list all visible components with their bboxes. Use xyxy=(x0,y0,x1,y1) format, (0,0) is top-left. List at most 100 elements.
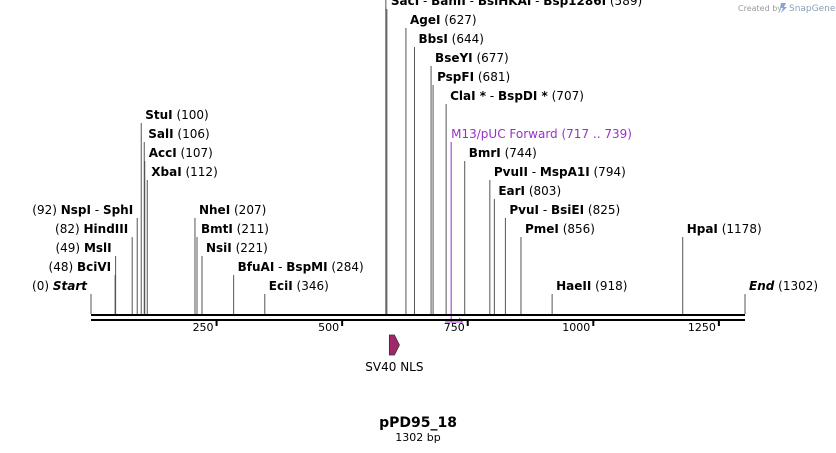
site-label[interactable]: HpaI (1178) xyxy=(687,222,762,236)
tick-label: 1000 xyxy=(562,321,590,334)
site-pvui[interactable]: PvuI - BsiEI (825) xyxy=(504,203,620,314)
enzyme-name: BmtI xyxy=(201,222,233,236)
site-label[interactable]: (0) Start xyxy=(32,279,88,293)
dna-backbone xyxy=(91,314,745,321)
site-label[interactable]: PvuII - MspA1I (794) xyxy=(494,165,626,179)
site-label[interactable]: AccI (107) xyxy=(149,146,213,160)
site-end[interactable]: End (1302) xyxy=(744,279,818,314)
site-label[interactable]: BmrI (744) xyxy=(469,146,537,160)
site-label[interactable]: End (1302) xyxy=(749,279,818,293)
ruler-tick: 500 xyxy=(318,321,344,334)
site-label[interactable]: ClaI * - BspDI * (707) xyxy=(450,89,584,103)
site-position: (284) xyxy=(331,260,363,274)
site-label[interactable]: BseYI (677) xyxy=(435,51,509,65)
enzyme-name: Start xyxy=(53,279,88,293)
site-label[interactable]: StuI (100) xyxy=(145,108,209,122)
site-position: (82) xyxy=(55,222,80,236)
enzyme-name: PvuI xyxy=(509,203,539,217)
site-nsii[interactable]: NsiI (221) xyxy=(201,241,268,314)
enzyme-name: HindIII xyxy=(84,222,129,236)
site-position: (0) xyxy=(32,279,49,293)
site-label[interactable]: BfuAI - BspMI (284) xyxy=(238,260,364,274)
site-pspfi[interactable]: PspFI (681) xyxy=(432,70,510,314)
site-label[interactable]: EarI (803) xyxy=(498,184,561,198)
separator: - xyxy=(531,0,543,8)
enzyme-name: BanII xyxy=(431,0,466,8)
enzyme-name: BsiHKAI xyxy=(478,0,532,8)
site-label[interactable]: PvuI - BsiEI (825) xyxy=(509,203,620,217)
site-label[interactable]: NsiI (221) xyxy=(206,241,268,255)
site-start[interactable]: (0) Start xyxy=(32,279,92,314)
site-ecii[interactable]: EciI (346) xyxy=(264,279,329,314)
site-position: (627) xyxy=(444,13,476,27)
site-msli[interactable]: (49) MslI xyxy=(55,241,117,314)
site-label[interactable]: XbaI (112) xyxy=(151,165,218,179)
credit-prefix: Created by xyxy=(738,4,782,13)
site-label[interactable]: SacI - BanII - BsiHKAI - Bsp1286I (589) xyxy=(391,0,642,8)
site-acci[interactable]: AccI (107) xyxy=(144,146,213,314)
primer-label[interactable]: M13/pUC Forward (717 .. 739) xyxy=(451,127,632,141)
site-label[interactable]: NheI (207) xyxy=(199,203,266,217)
tick-label: 500 xyxy=(318,321,339,334)
site-eco53ki[interactable]: Eco53kI (587) xyxy=(385,0,479,314)
site-position: (49) xyxy=(55,241,80,255)
site-stui[interactable]: StuI (100) xyxy=(140,108,209,314)
site-saci[interactable]: SacI - BanII - BsiHKAI - Bsp1286I (589) xyxy=(386,0,642,314)
site-pvuii[interactable]: PvuII - MspA1I (794) xyxy=(489,165,626,314)
feature-arrow[interactable] xyxy=(388,334,400,356)
site-agei[interactable]: AgeI (627) xyxy=(405,13,477,314)
site-label[interactable]: BmtI (211) xyxy=(201,222,269,236)
site-bfuai[interactable]: BfuAI - BspMI (284) xyxy=(233,260,364,314)
site-label[interactable]: (82) HindIII xyxy=(55,222,128,236)
primer-name: M13/pUC Forward xyxy=(451,127,558,141)
site-nhei[interactable]: NheI (207) xyxy=(194,203,266,314)
site-haeii[interactable]: HaeII (918) xyxy=(551,279,627,314)
site-bseyi[interactable]: BseYI (677) xyxy=(430,51,509,314)
site-label[interactable]: (49) MslI xyxy=(55,241,111,255)
enzyme-name: StuI xyxy=(145,108,172,122)
site-position: (48) xyxy=(49,260,74,274)
site-label[interactable]: EciI (346) xyxy=(269,279,329,293)
site-label[interactable]: AgeI (627) xyxy=(410,13,477,27)
site-label[interactable]: (48) BciVI xyxy=(49,260,112,274)
site-xbai[interactable]: XbaI (112) xyxy=(146,165,218,314)
site-position: (207) xyxy=(234,203,266,217)
feature-sv40-nls[interactable]: SV40 NLS xyxy=(365,334,423,374)
site-bcivi[interactable]: (48) BciVI xyxy=(49,260,116,314)
site-label[interactable]: SalI (106) xyxy=(148,127,209,141)
ruler-tick: 750 xyxy=(444,321,469,334)
separator: - xyxy=(528,165,540,179)
site-label[interactable]: PmeI (856) xyxy=(525,222,595,236)
site-label[interactable]: (92) NspI - SphI xyxy=(32,203,133,217)
site-label[interactable]: PspFI (681) xyxy=(437,70,510,84)
enzyme-name: AccI xyxy=(149,146,177,160)
site-position: (1302) xyxy=(778,279,818,293)
enzyme-name: BbsI xyxy=(418,32,447,46)
credit-brand: SnapGene xyxy=(789,4,836,14)
enzyme-name: NspI xyxy=(61,203,91,217)
site-hindiii[interactable]: (82) HindIII xyxy=(55,222,133,314)
tick-label: 1250 xyxy=(688,321,716,334)
site-clai[interactable]: ClaI * - BspDI * (707) xyxy=(445,89,584,314)
site-label[interactable]: HaeII (918) xyxy=(556,279,627,293)
site-eari[interactable]: EarI (803) xyxy=(493,184,561,314)
site-bmri[interactable]: BmrI (744) xyxy=(464,146,537,314)
ruler-tick: 250 xyxy=(193,321,218,334)
site-bbsi[interactable]: BbsI (644) xyxy=(413,32,484,314)
site-position: (825) xyxy=(588,203,620,217)
ruler-tick: 1000 xyxy=(562,321,595,334)
ruler-tick: 1250 xyxy=(688,321,720,334)
site-nspi[interactable]: (92) NspI - SphI xyxy=(32,203,138,314)
primer-annotation[interactable]: M13/pUC Forward (717 .. 739) xyxy=(445,127,632,323)
site-pmei[interactable]: PmeI (856) xyxy=(520,222,595,314)
enzyme-name: EarI xyxy=(498,184,525,198)
site-hpai[interactable]: HpaI (1178) xyxy=(682,222,762,314)
enzyme-name: BsiEI xyxy=(551,203,584,217)
site-label[interactable]: BbsI (644) xyxy=(418,32,483,46)
site-position: (107) xyxy=(181,146,213,160)
site-bmti[interactable]: BmtI (211) xyxy=(196,222,269,314)
enzyme-name: BseYI xyxy=(435,51,473,65)
site-sali[interactable]: SalI (106) xyxy=(143,127,210,314)
enzyme-name: BspMI xyxy=(286,260,327,274)
site-position: (707) xyxy=(552,89,584,103)
